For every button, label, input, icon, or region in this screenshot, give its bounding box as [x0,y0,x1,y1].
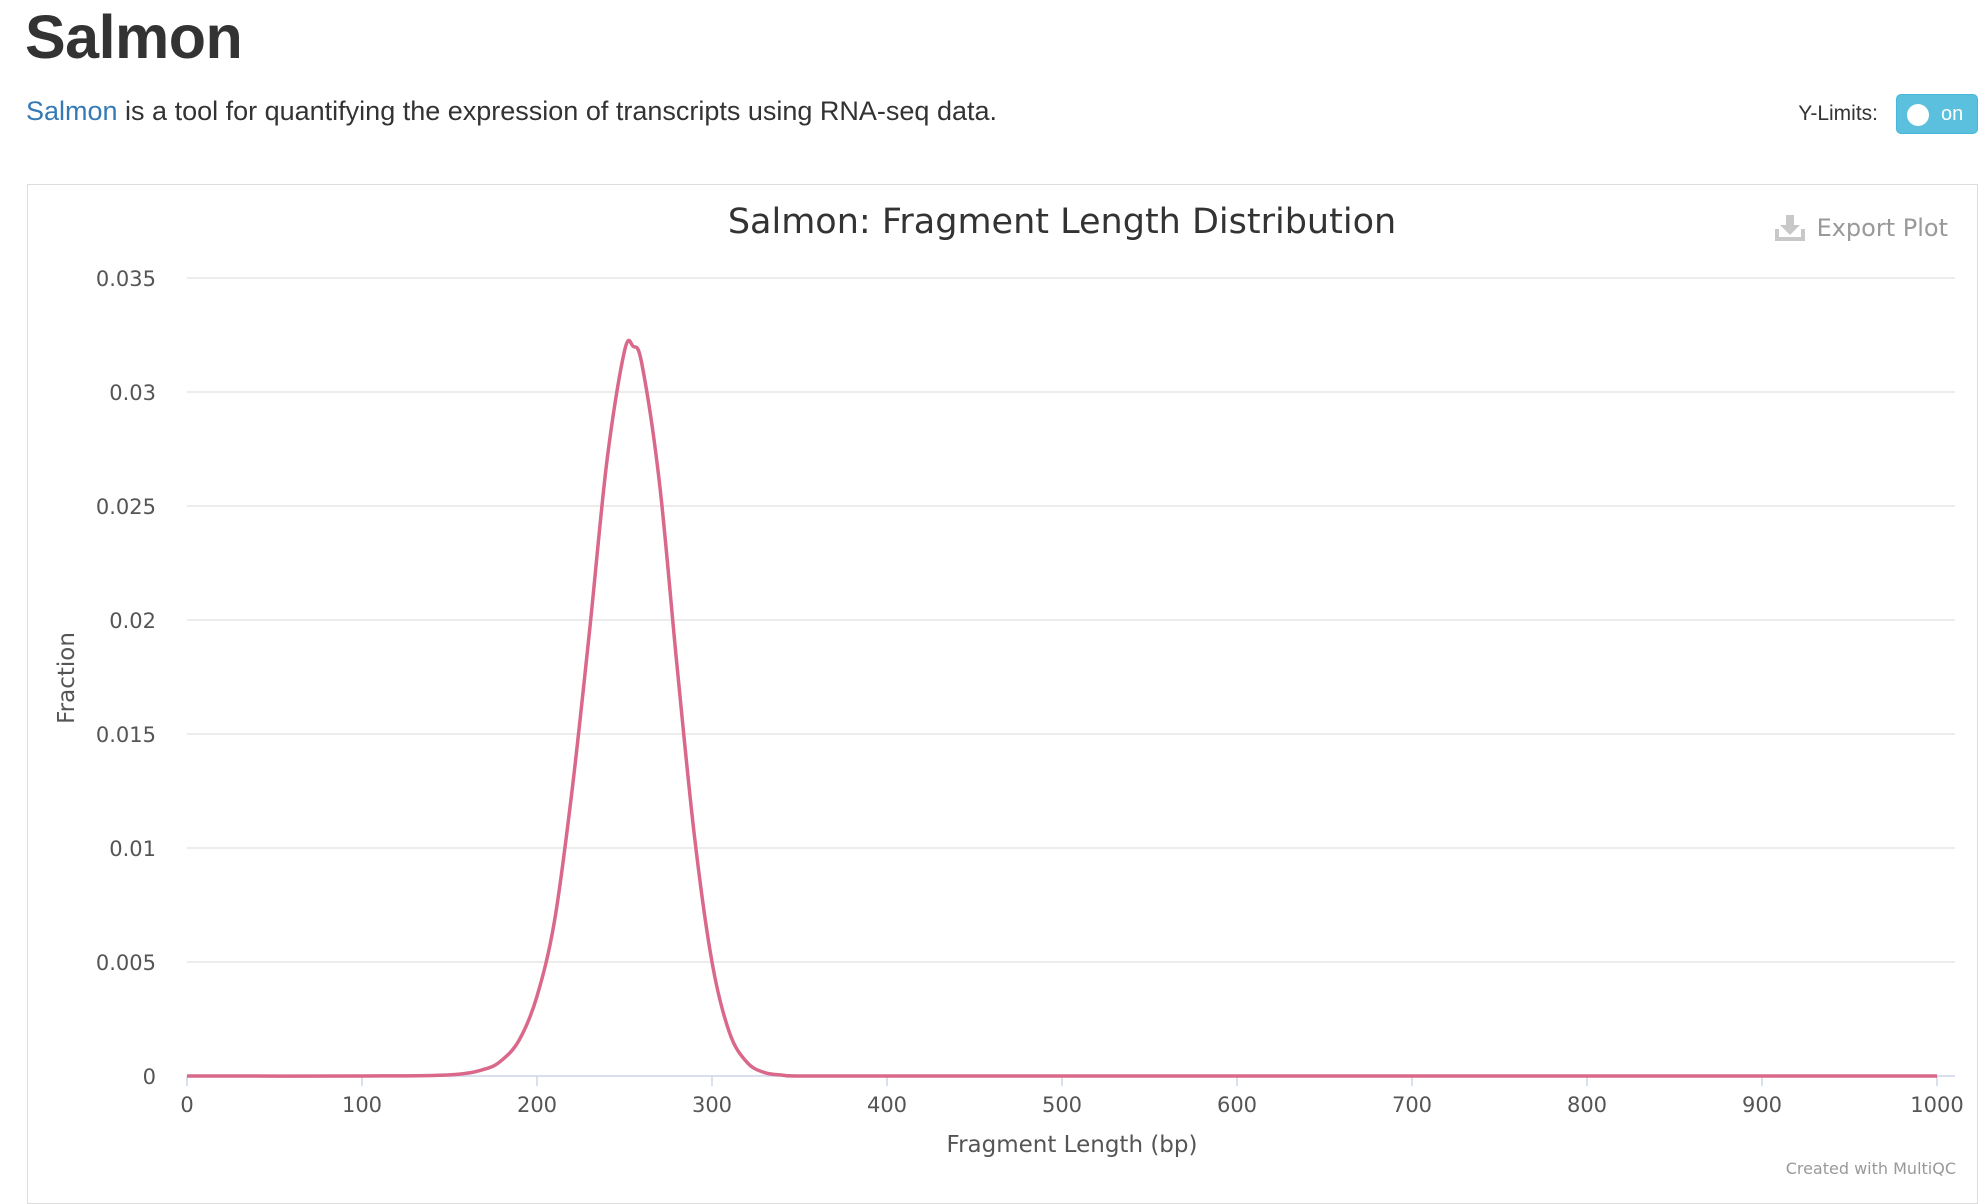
toggle-state: on [1941,103,1964,125]
plot-container [27,184,1978,1204]
ylimits-toggle[interactable]: on [1896,94,1978,134]
salmon-link[interactable]: Salmon [26,96,118,126]
grid-lines [187,277,1955,963]
download-icon [1774,215,1805,241]
x-tick-label: 300 [692,1093,732,1117]
ylimits-label: Y-Limits: [1798,102,1878,125]
y-tick-labels: 0 0.005 0.01 0.015 0.02 0.025 0.03 0.035 [96,267,156,1089]
ylimits-control: Y-Limits: on [1798,94,1978,134]
y-tick-label: 0.01 [109,837,156,861]
x-tick-label: 100 [342,1093,382,1117]
x-tick-label: 700 [1392,1093,1432,1117]
x-axis-label: Fragment Length (bp) [947,1132,1198,1158]
chart-title: Salmon: Fragment Length Distribution [728,202,1396,242]
export-plot-label: Export Plot [1816,214,1948,242]
description-text: is a tool for quantifying the expression… [117,96,997,126]
x-tick-label: 1000 [1910,1093,1963,1117]
y-tick-label: 0.03 [109,381,156,405]
module-description: Salmon is a tool for quantifying the exp… [26,96,997,127]
multiqc-credit: Created with MultiQC [1785,1159,1956,1178]
x-tick-label: 900 [1742,1093,1782,1117]
series-group [186,338,1937,1078]
x-tick-label: 500 [1042,1093,1082,1117]
y-tick-label: 0.005 [96,951,156,975]
y-tick-label: 0.015 [96,723,156,747]
export-plot-button[interactable]: Export Plot [1773,213,1948,243]
x-tick-label: 600 [1217,1093,1257,1117]
y-tick-label: 0.02 [109,609,156,633]
series-line-0 [186,338,1937,1078]
x-tick-label: 200 [517,1093,557,1117]
x-tick-label: 800 [1567,1093,1607,1117]
y-tick-label: 0.035 [96,267,156,291]
x-tick-label: 400 [867,1093,907,1117]
x-tick-label: 0 [180,1093,193,1117]
y-axis-label: Fraction [54,632,80,724]
y-tick-label: 0.025 [96,495,156,519]
y-tick-label: 0 [143,1065,156,1089]
page-title: Salmon [25,3,243,71]
x-tick-labels: 0 100 200 300 400 500 600 700 800 900 1000 [180,1076,1964,1117]
toggle-knob [1907,104,1929,126]
